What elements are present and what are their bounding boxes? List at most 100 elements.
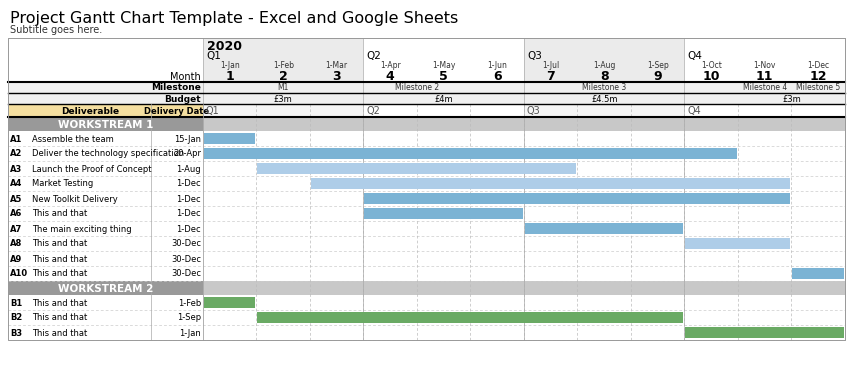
Text: £4m: £4m (434, 94, 453, 103)
Text: 1-Nov: 1-Nov (754, 62, 776, 70)
Text: A5: A5 (10, 195, 22, 203)
Bar (8, 38, 845, 340)
Text: A7: A7 (10, 225, 22, 233)
Text: Milestone 5: Milestone 5 (796, 84, 841, 92)
Bar (8, 131, 845, 146)
Text: This and that: This and that (32, 254, 88, 264)
Text: 9: 9 (654, 70, 662, 84)
Bar (685, 327, 844, 338)
Bar (524, 38, 684, 82)
Text: Delivery Date: Delivery Date (144, 106, 210, 116)
Text: Q2: Q2 (366, 51, 382, 61)
Bar (204, 133, 256, 144)
Text: The main exciting thing: The main exciting thing (32, 225, 132, 233)
Text: 30-Dec: 30-Dec (171, 254, 201, 264)
Text: WORKSTREAM 1: WORKSTREAM 1 (58, 120, 153, 130)
Bar (204, 297, 256, 308)
Text: Launch the Proof of Concept: Launch the Proof of Concept (32, 164, 151, 174)
Text: This and that: This and that (32, 298, 88, 308)
Text: A10: A10 (10, 269, 28, 279)
Bar (8, 82, 845, 93)
Bar (203, 117, 845, 131)
Text: 1: 1 (225, 70, 234, 84)
Text: 8: 8 (600, 70, 609, 84)
Text: Milestone 4: Milestone 4 (743, 84, 787, 92)
Text: New Toolkit Delivery: New Toolkit Delivery (32, 195, 118, 203)
Text: Budget: Budget (164, 94, 201, 103)
Text: A2: A2 (10, 149, 22, 159)
Bar (8, 104, 203, 117)
Bar (8, 325, 845, 340)
Bar (8, 266, 845, 281)
Text: Assemble the team: Assemble the team (32, 134, 114, 143)
Bar (8, 221, 845, 236)
Text: 7: 7 (547, 70, 555, 84)
Text: 1-Jun: 1-Jun (487, 62, 507, 70)
Text: 30-Dec: 30-Dec (171, 269, 201, 279)
Text: A1: A1 (10, 134, 22, 143)
Bar (311, 178, 790, 189)
Text: 3: 3 (332, 70, 341, 84)
Bar (792, 268, 844, 279)
Text: WORKSTREAM 2: WORKSTREAM 2 (58, 283, 153, 294)
Bar (8, 93, 845, 104)
Text: B2: B2 (10, 313, 22, 323)
Bar (8, 117, 203, 131)
Text: A3: A3 (10, 164, 22, 174)
Text: Q3: Q3 (527, 106, 541, 116)
Text: 1-Aug: 1-Aug (176, 164, 201, 174)
Text: This and that: This and that (32, 210, 88, 218)
Text: This and that: This and that (32, 313, 88, 323)
Bar (8, 236, 845, 251)
Text: 6: 6 (493, 70, 501, 84)
Text: 1-Dec: 1-Dec (176, 195, 201, 203)
Text: 1-Mar: 1-Mar (326, 62, 348, 70)
Text: A4: A4 (10, 179, 22, 189)
Text: A6: A6 (10, 210, 22, 218)
Text: 1-Dec: 1-Dec (176, 179, 201, 189)
Text: Market Testing: Market Testing (32, 179, 94, 189)
Bar (524, 104, 684, 340)
Text: 1-Oct: 1-Oct (700, 62, 722, 70)
Bar (365, 193, 790, 204)
Bar (8, 176, 845, 191)
Bar (8, 38, 845, 340)
Bar (258, 163, 576, 174)
Bar (8, 206, 845, 221)
Bar (8, 295, 845, 310)
Text: £3m: £3m (274, 94, 292, 103)
Text: 1-Sep: 1-Sep (647, 62, 669, 70)
Text: 11: 11 (756, 70, 774, 84)
Text: Q4: Q4 (688, 51, 702, 61)
Text: 1-Dec: 1-Dec (176, 225, 201, 233)
Text: 10: 10 (702, 70, 720, 84)
Text: Project Gantt Chart Template - Excel and Google Sheets: Project Gantt Chart Template - Excel and… (10, 11, 458, 25)
Text: 1-Sep: 1-Sep (177, 313, 201, 323)
Bar (203, 104, 364, 340)
Bar (365, 208, 523, 219)
Bar (8, 161, 845, 176)
Text: Q1: Q1 (206, 106, 220, 116)
Bar (525, 223, 683, 234)
Text: Q4: Q4 (688, 106, 701, 116)
Text: 30-Dec: 30-Dec (171, 240, 201, 248)
Text: 1-Apr: 1-Apr (380, 62, 400, 70)
Text: Q3: Q3 (527, 51, 541, 61)
Text: Month: Month (170, 72, 201, 82)
Text: This and that: This and that (32, 240, 88, 248)
Text: £4.5m: £4.5m (591, 94, 617, 103)
Text: 2: 2 (279, 70, 287, 84)
Text: 1-Aug: 1-Aug (593, 62, 615, 70)
Text: 1-Dec: 1-Dec (176, 210, 201, 218)
Bar (204, 148, 737, 159)
Bar (8, 191, 845, 206)
Text: 1-Jan: 1-Jan (220, 62, 240, 70)
Text: Deliverable: Deliverable (61, 106, 120, 116)
Text: 12: 12 (809, 70, 827, 84)
Text: Deliver the technology specification: Deliver the technology specification (32, 149, 184, 159)
Text: 1-Feb: 1-Feb (178, 298, 201, 308)
Bar (203, 281, 845, 295)
Bar (258, 312, 683, 323)
Text: 1-Dec: 1-Dec (808, 62, 830, 70)
Text: B3: B3 (10, 328, 22, 338)
